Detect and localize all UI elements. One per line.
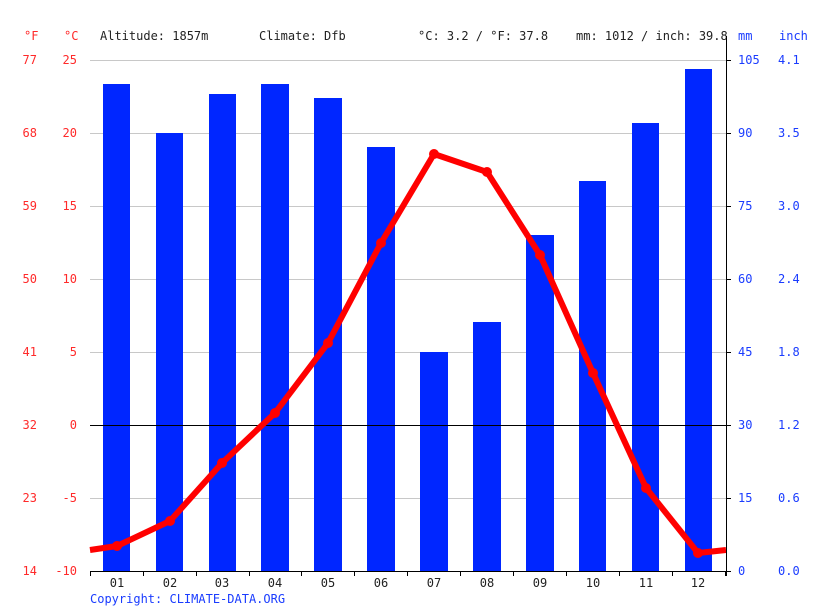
bar-08	[473, 322, 501, 571]
celsius-tick: 25	[62, 53, 77, 67]
temperature-line	[89, 149, 727, 558]
bar-01	[103, 84, 130, 571]
gridlines	[90, 60, 726, 499]
temp-point-12	[693, 548, 703, 558]
inch-tick: 4.1	[778, 53, 800, 67]
right-axis	[726, 36, 731, 576]
month-label: 08	[479, 576, 495, 590]
month-label: 10	[585, 576, 601, 590]
bar-02	[156, 133, 183, 571]
celsius-tick: -5	[62, 491, 77, 505]
celsius-tick: 20	[62, 126, 77, 140]
mm-unit-label: mm	[738, 29, 753, 43]
fahrenheit-tick: 77	[22, 53, 37, 67]
fahrenheit-tick: 50	[22, 272, 37, 286]
bar-06	[367, 147, 395, 571]
temp-point-08	[482, 167, 492, 177]
temp-point-11	[641, 483, 651, 493]
temp-point-01	[112, 541, 122, 551]
bar-04	[261, 84, 289, 571]
precipitation-bars	[103, 69, 712, 571]
temp-point-04	[270, 408, 280, 418]
month-label: 12	[690, 576, 706, 590]
celsius-tick: -10	[55, 564, 77, 578]
celsius-tick: 10	[62, 272, 77, 286]
mm-tick: 90	[738, 126, 753, 140]
bar-05	[314, 98, 342, 571]
inch-unit-label: inch	[779, 29, 808, 43]
mm-tick: 45	[738, 345, 753, 359]
celsius-unit-label: °C	[64, 29, 79, 43]
fahrenheit-tick: 68	[22, 126, 37, 140]
temp-point-05	[323, 338, 333, 348]
bar-03	[209, 94, 236, 571]
temp-point-09	[535, 250, 545, 260]
copyright-link[interactable]: Copyright: CLIMATE-DATA.ORG	[90, 592, 286, 606]
fahrenheit-unit-label: °F	[24, 29, 39, 43]
celsius-tick: 5	[69, 345, 77, 359]
inch-tick: 1.8	[778, 345, 800, 359]
altitude-label: Altitude: 1857m	[100, 29, 209, 43]
temp-point-06	[376, 238, 386, 248]
mm-tick: 75	[738, 199, 753, 213]
fahrenheit-tick: 14	[22, 564, 37, 578]
temp-point-07	[429, 149, 439, 159]
fahrenheit-tick: 32	[22, 418, 37, 432]
bar-09	[526, 235, 554, 571]
month-label: 04	[267, 576, 283, 590]
x-axis	[90, 571, 727, 576]
inch-tick: 0.0	[778, 564, 800, 578]
fahrenheit-tick: 41	[22, 345, 37, 359]
temp-point-02	[165, 516, 175, 526]
month-label: 07	[426, 576, 442, 590]
mm-tick: 30	[738, 418, 753, 432]
month-label: 01	[109, 576, 125, 590]
inch-tick: 2.4	[778, 272, 800, 286]
month-label: 09	[532, 576, 548, 590]
month-label: 02	[162, 576, 178, 590]
climate-label: Climate: Dfb	[259, 29, 346, 43]
month-label: 06	[373, 576, 389, 590]
month-label: 03	[214, 576, 230, 590]
temp-point-03	[217, 458, 227, 468]
bar-07	[420, 352, 448, 571]
mm-tick: 0	[738, 564, 746, 578]
month-label: 11	[638, 576, 654, 590]
fahrenheit-tick: 59	[22, 199, 37, 213]
celsius-tick: 0	[69, 418, 77, 432]
mm-tick: 105	[738, 53, 760, 67]
temp-point-10	[588, 368, 598, 378]
fahrenheit-tick: 23	[22, 491, 37, 505]
month-label: 05	[320, 576, 336, 590]
inch-tick: 0.6	[778, 491, 800, 505]
mm-tick: 60	[738, 272, 753, 286]
temperature-average-label: °C: 3.2 / °F: 37.8	[418, 29, 549, 43]
celsius-tick: 15	[62, 199, 77, 213]
mm-tick: 15	[738, 491, 753, 505]
inch-tick: 3.5	[778, 126, 800, 140]
precipitation-total-label: mm: 1012 / inch: 39.8	[576, 29, 728, 43]
inch-tick: 3.0	[778, 199, 800, 213]
inch-tick: 1.2	[778, 418, 800, 432]
bar-12	[685, 69, 712, 571]
